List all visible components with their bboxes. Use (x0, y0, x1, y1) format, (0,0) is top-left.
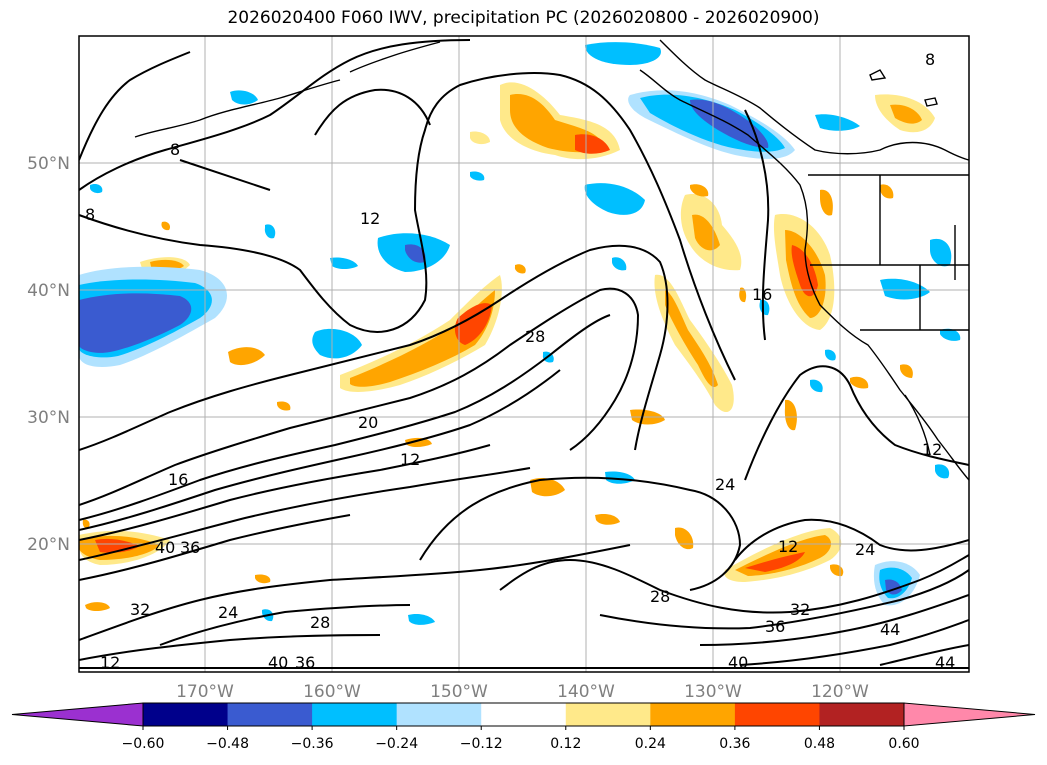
contour-label: 32 (790, 600, 810, 619)
colorbar-tick-label: 0.60 (888, 736, 919, 752)
contour-label: 16 (752, 285, 772, 304)
colorbar-tick-label: −0.24 (375, 736, 418, 752)
lat-label: 40°N (27, 281, 70, 301)
contour-label: 44 (880, 620, 900, 639)
lon-label: 120°W (811, 682, 869, 702)
contour-label: 28 (650, 587, 670, 606)
lon-label: 150°W (430, 682, 488, 702)
colorbar-segment (396, 703, 482, 726)
colorbar-extend-low (11, 702, 144, 727)
contour-label: 40 (728, 653, 748, 672)
map-title: 2026020400 F060 IWV, precipitation PC (2… (227, 8, 820, 28)
lon-label: 170°W (176, 682, 234, 702)
contour-label: 12 (400, 450, 420, 469)
colorbar-segment (734, 703, 820, 726)
colorbar-tick-label: −0.12 (460, 736, 503, 752)
colorbar-tick-label: 0.48 (804, 736, 835, 752)
contour-label: 12 (922, 440, 942, 459)
colorbar-segment (819, 703, 905, 726)
contour-label: 36 (180, 538, 200, 557)
colorbar-tick-label: −0.48 (206, 736, 249, 752)
colorbar: −0.60 −0.48 −0.36 −0.24 −0.12 0.12 0.24 0.36 0.4… (11, 702, 1036, 752)
lat-label: 30°N (27, 408, 70, 428)
colorbar-tick-label: −0.36 (291, 736, 334, 752)
colorbar-segment (312, 703, 398, 726)
contour-label: 36 (765, 617, 785, 636)
contour-label: 8 (170, 140, 180, 159)
colorbar-tick-label: 0.24 (635, 736, 666, 752)
contour-label: 8 (925, 50, 935, 69)
graticule (79, 36, 969, 672)
contour-label: 16 (168, 470, 188, 489)
colorbar-tick-label: 0.12 (550, 736, 581, 752)
contour-label: 24 (218, 603, 238, 622)
contour-labels: 12 8 8 8 16 20 12 28 28 32 36 40 44 44 2… (85, 50, 955, 672)
contour-label: 24 (715, 475, 735, 494)
lat-label: 20°N (27, 535, 70, 555)
colorbar-segment (143, 703, 229, 726)
contour-label: 36 (295, 653, 315, 672)
contour-label: 24 (855, 540, 875, 559)
contour-label: 44 (935, 653, 955, 672)
contour-label: 12 (360, 209, 380, 228)
map-frame (78, 35, 970, 673)
contour-label: 8 (85, 205, 95, 224)
colorbar-segment (227, 703, 313, 726)
map-plot-area: 12 8 8 8 16 20 12 28 28 32 36 40 44 44 2… (79, 36, 969, 672)
contour-label: 12 (100, 653, 120, 672)
colorbar-extend-high (903, 702, 1036, 727)
colorbar-frame (142, 702, 905, 727)
lat-axis: 50°N 40°N 30°N 20°N (27, 154, 70, 555)
lon-label: 140°W (557, 682, 615, 702)
colorbar-segment (481, 703, 567, 726)
contour-label: 20 (358, 413, 378, 432)
lat-label: 50°N (27, 154, 70, 174)
lon-label: 130°W (684, 682, 742, 702)
colorbar-tick-label: −0.60 (122, 736, 165, 752)
iwv-contours (79, 39, 969, 669)
lon-label: 160°W (303, 682, 361, 702)
contour-label: 28 (310, 613, 330, 632)
colorbar-segment (565, 703, 651, 726)
contour-label: 40 (268, 653, 288, 672)
contour-label: 40 (155, 538, 175, 557)
contour-label: 28 (525, 327, 545, 346)
lon-axis: 170°W 160°W 150°W 140°W 130°W 120°W (176, 682, 869, 702)
coastlines (134, 39, 969, 481)
colorbar-segment (650, 703, 736, 726)
contour-label: 32 (130, 600, 150, 619)
contour-label: 12 (778, 537, 798, 556)
colorbar-tick-label: 0.36 (719, 736, 750, 752)
